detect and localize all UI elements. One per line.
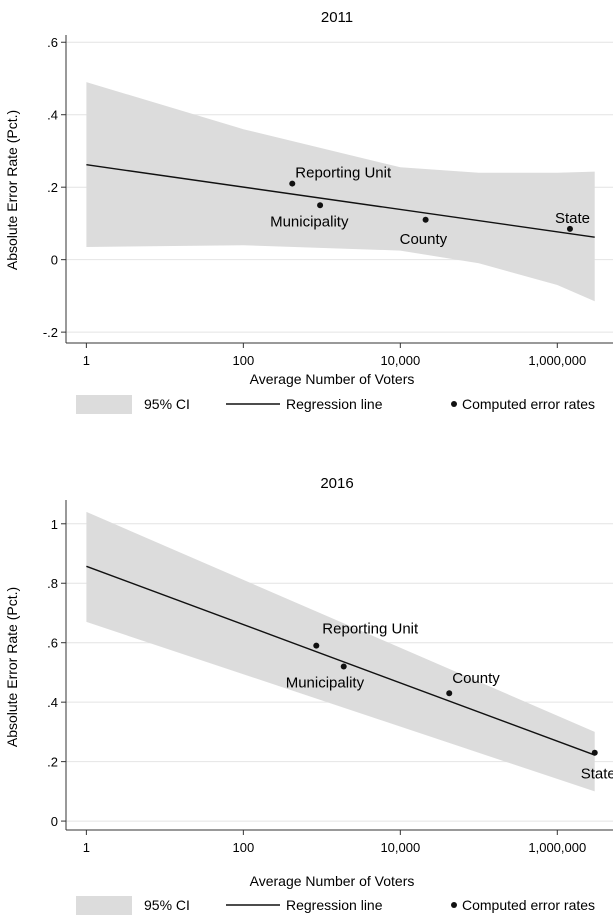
legend-ci-swatch [76, 395, 132, 414]
x-tick-label: 1 [83, 353, 90, 368]
data-point [446, 690, 453, 697]
point-label: County [400, 231, 448, 248]
legend-line-label: Regression line [286, 396, 383, 412]
x-tick-label: 1,000,000 [528, 353, 586, 368]
data-point [289, 180, 296, 187]
point-label: Municipality [270, 213, 349, 230]
x-tick-label: 10,000 [380, 353, 420, 368]
x-axis-label: Average Number of Voters [250, 371, 415, 387]
y-tick-label: .6 [47, 35, 58, 50]
legend: 95% CI Regression line Computed error rate… [76, 395, 595, 414]
point-label: Municipality [286, 674, 365, 691]
legend-points-label: Computed error rates [462, 897, 595, 913]
y-tick-label: .2 [47, 755, 58, 770]
y-tick-label: .2 [47, 180, 58, 195]
ci-band [86, 82, 595, 302]
regression-line [86, 164, 595, 238]
point-label: State [555, 210, 590, 227]
legend: 95% CI Regression line Computed error rate… [76, 896, 595, 915]
legend-ci-label: 95% CI [144, 897, 190, 913]
y-tick-label: .8 [47, 576, 58, 591]
legend-point-swatch [451, 401, 457, 407]
legend-ci-label: 95% CI [144, 396, 190, 412]
y-tick-label: .4 [47, 695, 58, 710]
legend-point-swatch [451, 902, 457, 908]
y-tick-label: -.2 [43, 325, 58, 340]
x-tick-label: 10,000 [380, 840, 420, 855]
legend-line-label: Regression line [286, 897, 383, 913]
x-tick-label: 100 [232, 353, 254, 368]
regression-line [86, 565, 595, 756]
data-point [422, 216, 429, 223]
legend-ci-swatch [76, 896, 132, 915]
ci-band [86, 511, 595, 792]
y-tick-label: .4 [47, 108, 58, 123]
x-tick-label: 100 [232, 840, 254, 855]
y-axis-label: Absolute Error Rate (Pct.) [4, 110, 20, 270]
point-label: Reporting Unit [295, 165, 392, 182]
data-point [313, 642, 320, 649]
legend-points-label: Computed error rates [462, 396, 595, 412]
y-tick-label: 0 [51, 814, 58, 829]
data-point [340, 663, 347, 670]
point-label: State [581, 766, 613, 783]
chart-title: 2016 [320, 475, 353, 492]
y-tick-label: .6 [47, 636, 58, 651]
chart-panel-2016: 2016 0 .2 .4 .6 .8 1 1 100 10,000 1,000,000 Average… [4, 475, 613, 915]
point-label: County [452, 670, 500, 687]
chart-title: 2011 [321, 9, 353, 26]
x-tick-label: 1 [83, 840, 90, 855]
chart-panel-2011: 2011 -.2 0 .2 .4 .6 1 100 10,000 1,000,000 Average… [4, 9, 613, 414]
x-axis-label: Average Number of Voters [250, 873, 415, 889]
y-tick-label: 1 [51, 517, 58, 532]
data-point [591, 749, 598, 756]
y-axis-label: Absolute Error Rate (Pct.) [4, 587, 20, 747]
y-tick-label: 0 [51, 253, 58, 268]
data-point [566, 225, 573, 232]
point-label: Reporting Unit [322, 621, 419, 638]
x-tick-label: 1,000,000 [528, 840, 586, 855]
data-point [317, 202, 324, 209]
